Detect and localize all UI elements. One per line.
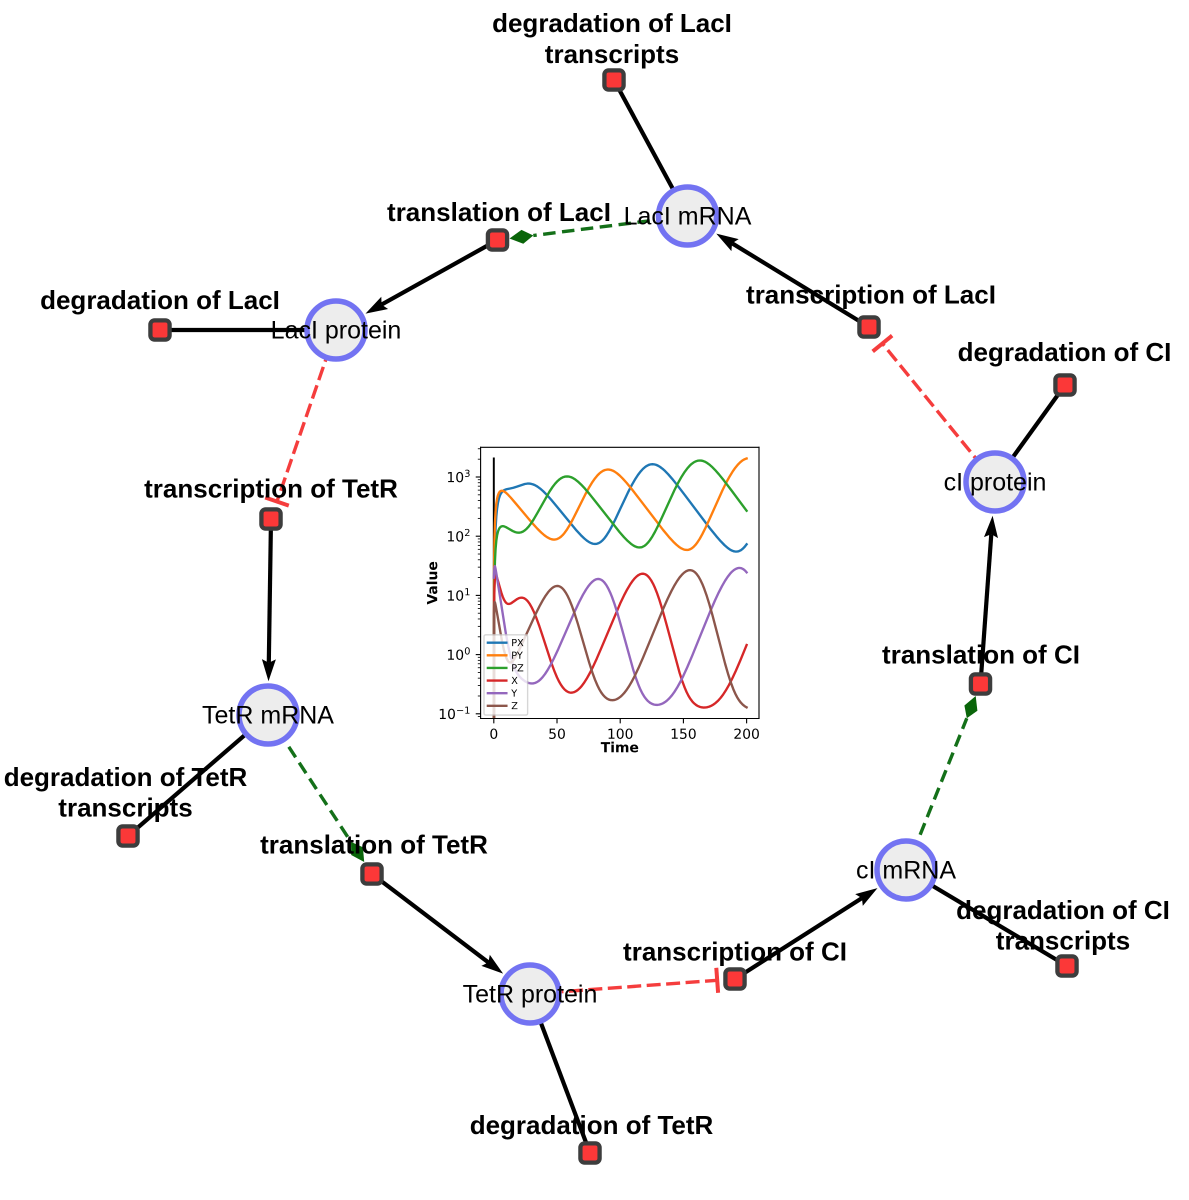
svg-text:degradation of TetR: degradation of TetR (470, 1110, 714, 1140)
svg-text:transcripts: transcripts (996, 926, 1130, 956)
svg-text:TetR protein: TetR protein (463, 981, 598, 1009)
svg-text:translation of LacI: translation of LacI (387, 197, 611, 227)
svg-text:TetR mRNA: TetR mRNA (202, 702, 334, 730)
svg-text:transcripts: transcripts (58, 793, 192, 823)
svg-text:transcription of TetR: transcription of TetR (144, 474, 398, 504)
svg-text:degradation of TetR: degradation of TetR (4, 762, 248, 792)
svg-text:translation of CI: translation of CI (882, 640, 1080, 670)
svg-text:LacI mRNA: LacI mRNA (624, 203, 752, 231)
svg-text:degradation of CI: degradation of CI (958, 337, 1172, 367)
svg-text:degradation of LacI: degradation of LacI (492, 8, 732, 38)
svg-text:cI protein: cI protein (944, 469, 1047, 497)
svg-text:translation of TetR: translation of TetR (260, 830, 488, 860)
svg-text:degradation of CI: degradation of CI (956, 895, 1170, 925)
svg-text:LacI protein: LacI protein (271, 317, 402, 345)
svg-text:transcription of LacI: transcription of LacI (746, 280, 996, 310)
svg-text:cI mRNA: cI mRNA (856, 857, 956, 885)
svg-text:transcripts: transcripts (545, 39, 679, 69)
svg-text:transcription of CI: transcription of CI (623, 937, 847, 967)
svg-text:degradation of LacI: degradation of LacI (40, 285, 280, 315)
